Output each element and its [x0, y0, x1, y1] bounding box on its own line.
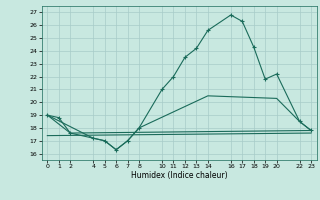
X-axis label: Humidex (Indice chaleur): Humidex (Indice chaleur) [131, 171, 228, 180]
